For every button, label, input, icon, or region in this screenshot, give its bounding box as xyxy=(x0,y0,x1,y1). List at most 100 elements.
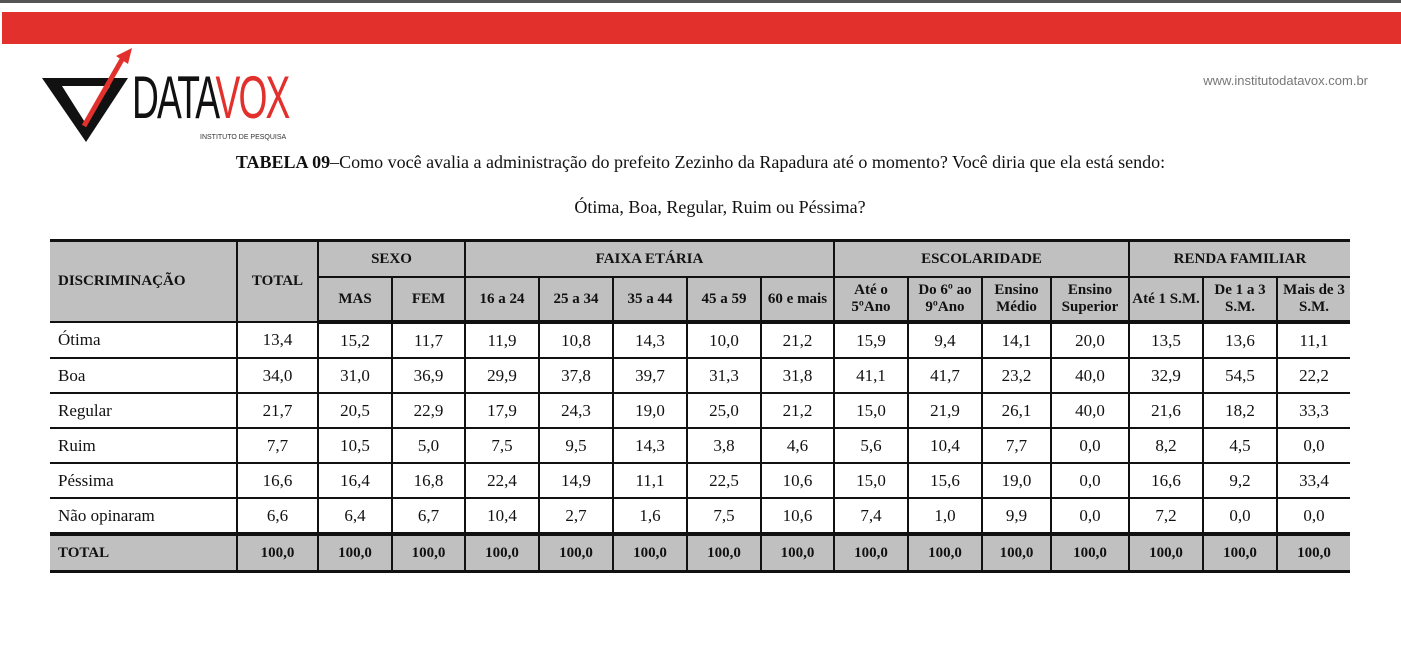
header-red-bar xyxy=(2,12,1401,44)
discriminacao-header: DISCRIMINAÇÃO xyxy=(50,239,238,323)
column-header: 25 a 34 xyxy=(538,276,614,324)
column-header: 60 e mais xyxy=(760,276,835,324)
data-cell: 7,4 xyxy=(833,497,909,535)
data-cell: 10,6 xyxy=(760,497,835,535)
total-cell: 100,0 xyxy=(612,532,688,573)
total-cell: 100,0 xyxy=(317,532,393,573)
column-header: Até o 5ºAno xyxy=(833,276,909,324)
column-header: Ensino Médio xyxy=(981,276,1052,324)
data-cell: 29,9 xyxy=(464,357,540,394)
data-cell: 13,4 xyxy=(236,321,319,359)
data-cell: 0,0 xyxy=(1276,497,1350,535)
data-cell: 13,5 xyxy=(1128,321,1204,359)
data-cell: 10,6 xyxy=(760,462,835,499)
column-header: De 1 a 3 S.M. xyxy=(1202,276,1278,324)
data-cell: 15,6 xyxy=(907,462,983,499)
total-cell: 100,0 xyxy=(236,532,319,573)
data-cell: 0,0 xyxy=(1276,427,1350,464)
row-label: Boa xyxy=(50,357,238,394)
data-cell: 10,5 xyxy=(317,427,393,464)
data-cell: 3,8 xyxy=(686,427,762,464)
results-table: DISCRIMINAÇÃO TOTAL SEXO FAIXA ETÁRIA ESCOLA… xyxy=(50,239,1350,573)
data-cell: 7,2 xyxy=(1128,497,1204,535)
total-cell: 100,0 xyxy=(1276,532,1350,573)
total-cell: 100,0 xyxy=(1050,532,1130,573)
data-cell: 7,7 xyxy=(981,427,1052,464)
datavox-logo: DATAVOX INSTITUTO DE PESQUISA xyxy=(40,46,310,146)
total-cell: 100,0 xyxy=(760,532,835,573)
data-cell: 4,5 xyxy=(1202,427,1278,464)
data-cell: 39,7 xyxy=(612,357,688,394)
data-cell: 21,2 xyxy=(760,321,835,359)
logo-tagline: INSTITUTO DE PESQUISA xyxy=(200,134,287,141)
total-cell: 100,0 xyxy=(1128,532,1204,573)
group-header-row: DISCRIMINAÇÃO TOTAL SEXO FAIXA ETÁRIA ESCOLA… xyxy=(50,239,1350,323)
data-cell: 11,1 xyxy=(1276,321,1350,359)
row-label: Péssima xyxy=(50,462,238,499)
data-cell: 32,9 xyxy=(1128,357,1204,394)
table-row: Ruim 7,7 10,5 5,0 7,5 9,5 14,3 3,8 4,6 5,6 10,4 7,7… xyxy=(50,427,1350,464)
logo-wordmark: DATAVOX xyxy=(132,64,290,131)
data-cell: 23,2 xyxy=(981,357,1052,394)
data-cell: 6,7 xyxy=(391,497,466,535)
data-cell: 9,9 xyxy=(981,497,1052,535)
data-cell: 36,9 xyxy=(391,357,466,394)
data-cell: 19,0 xyxy=(981,462,1052,499)
data-cell: 24,3 xyxy=(538,392,614,429)
data-cell: 10,4 xyxy=(907,427,983,464)
table-row: Não opinaram 6,6 6,4 6,7 10,4 2,7 1,6 7,5 10,6 7,… xyxy=(50,497,1350,535)
data-cell: 14,3 xyxy=(612,427,688,464)
total-cell: 100,0 xyxy=(907,532,983,573)
answer-options: Ótima, Boa, Regular, Ruim ou Péssima? xyxy=(574,197,866,217)
total-cell: 100,0 xyxy=(981,532,1052,573)
data-cell: 11,9 xyxy=(464,321,540,359)
table-row: Boa 34,0 31,0 36,9 29,9 37,8 39,7 31,3 31,8 41,1 4… xyxy=(50,357,1350,394)
column-header: 16 a 24 xyxy=(464,276,540,324)
question-text: –Como você avalia a administração do pre… xyxy=(330,152,1166,172)
data-cell: 15,2 xyxy=(317,321,393,359)
data-cell: 11,1 xyxy=(612,462,688,499)
data-cell: 7,5 xyxy=(464,427,540,464)
data-cell: 9,5 xyxy=(538,427,614,464)
data-cell: 5,6 xyxy=(833,427,909,464)
data-cell: 22,2 xyxy=(1276,357,1350,394)
data-cell: 0,0 xyxy=(1050,462,1130,499)
data-cell: 16,6 xyxy=(1128,462,1204,499)
data-cell: 41,1 xyxy=(833,357,909,394)
data-cell: 21,2 xyxy=(760,392,835,429)
group-header: FAIXA ETÁRIA xyxy=(464,239,835,278)
data-cell: 21,7 xyxy=(236,392,319,429)
data-cell: 31,8 xyxy=(760,357,835,394)
data-cell: 16,8 xyxy=(391,462,466,499)
group-header: RENDA FAMILIAR xyxy=(1128,239,1350,278)
data-cell: 20,0 xyxy=(1050,321,1130,359)
data-cell: 16,6 xyxy=(236,462,319,499)
total-row-label: TOTAL xyxy=(50,532,238,573)
data-cell: 6,6 xyxy=(236,497,319,535)
data-cell: 33,3 xyxy=(1276,392,1350,429)
data-cell: 40,0 xyxy=(1050,392,1130,429)
total-cell: 100,0 xyxy=(686,532,762,573)
data-cell: 22,5 xyxy=(686,462,762,499)
data-cell: 37,8 xyxy=(538,357,614,394)
subheader-row: MAS FEM 16 a 24 25 a 34 35 a 44 45 a 59 60 e m… xyxy=(50,276,1350,324)
group-header: ESCOLARIDADE xyxy=(833,239,1130,278)
data-cell: 14,9 xyxy=(538,462,614,499)
total-row: TOTAL 100,0 100,0 100,0 100,0 100,0 100,0 100,0… xyxy=(50,532,1350,573)
table-title: TABELA 09–Como você avalia a administraç… xyxy=(0,152,1401,173)
data-cell: 31,0 xyxy=(317,357,393,394)
total-cell: 100,0 xyxy=(833,532,909,573)
data-cell: 40,0 xyxy=(1050,357,1130,394)
data-cell: 15,0 xyxy=(833,462,909,499)
table-row: Regular 21,7 20,5 22,9 17,9 24,3 19,0 25,0 21,2 1… xyxy=(50,392,1350,429)
data-cell: 1,6 xyxy=(612,497,688,535)
data-cell: 15,0 xyxy=(833,392,909,429)
data-cell: 34,0 xyxy=(236,357,319,394)
table-row: Ótima 13,4 15,2 11,7 11,9 10,8 14,3 10,0 21,2 15,… xyxy=(50,321,1350,359)
data-cell: 13,6 xyxy=(1202,321,1278,359)
data-cell: 16,4 xyxy=(317,462,393,499)
data-cell: 15,9 xyxy=(833,321,909,359)
data-cell: 0,0 xyxy=(1050,497,1130,535)
data-cell: 11,7 xyxy=(391,321,466,359)
data-cell: 10,4 xyxy=(464,497,540,535)
